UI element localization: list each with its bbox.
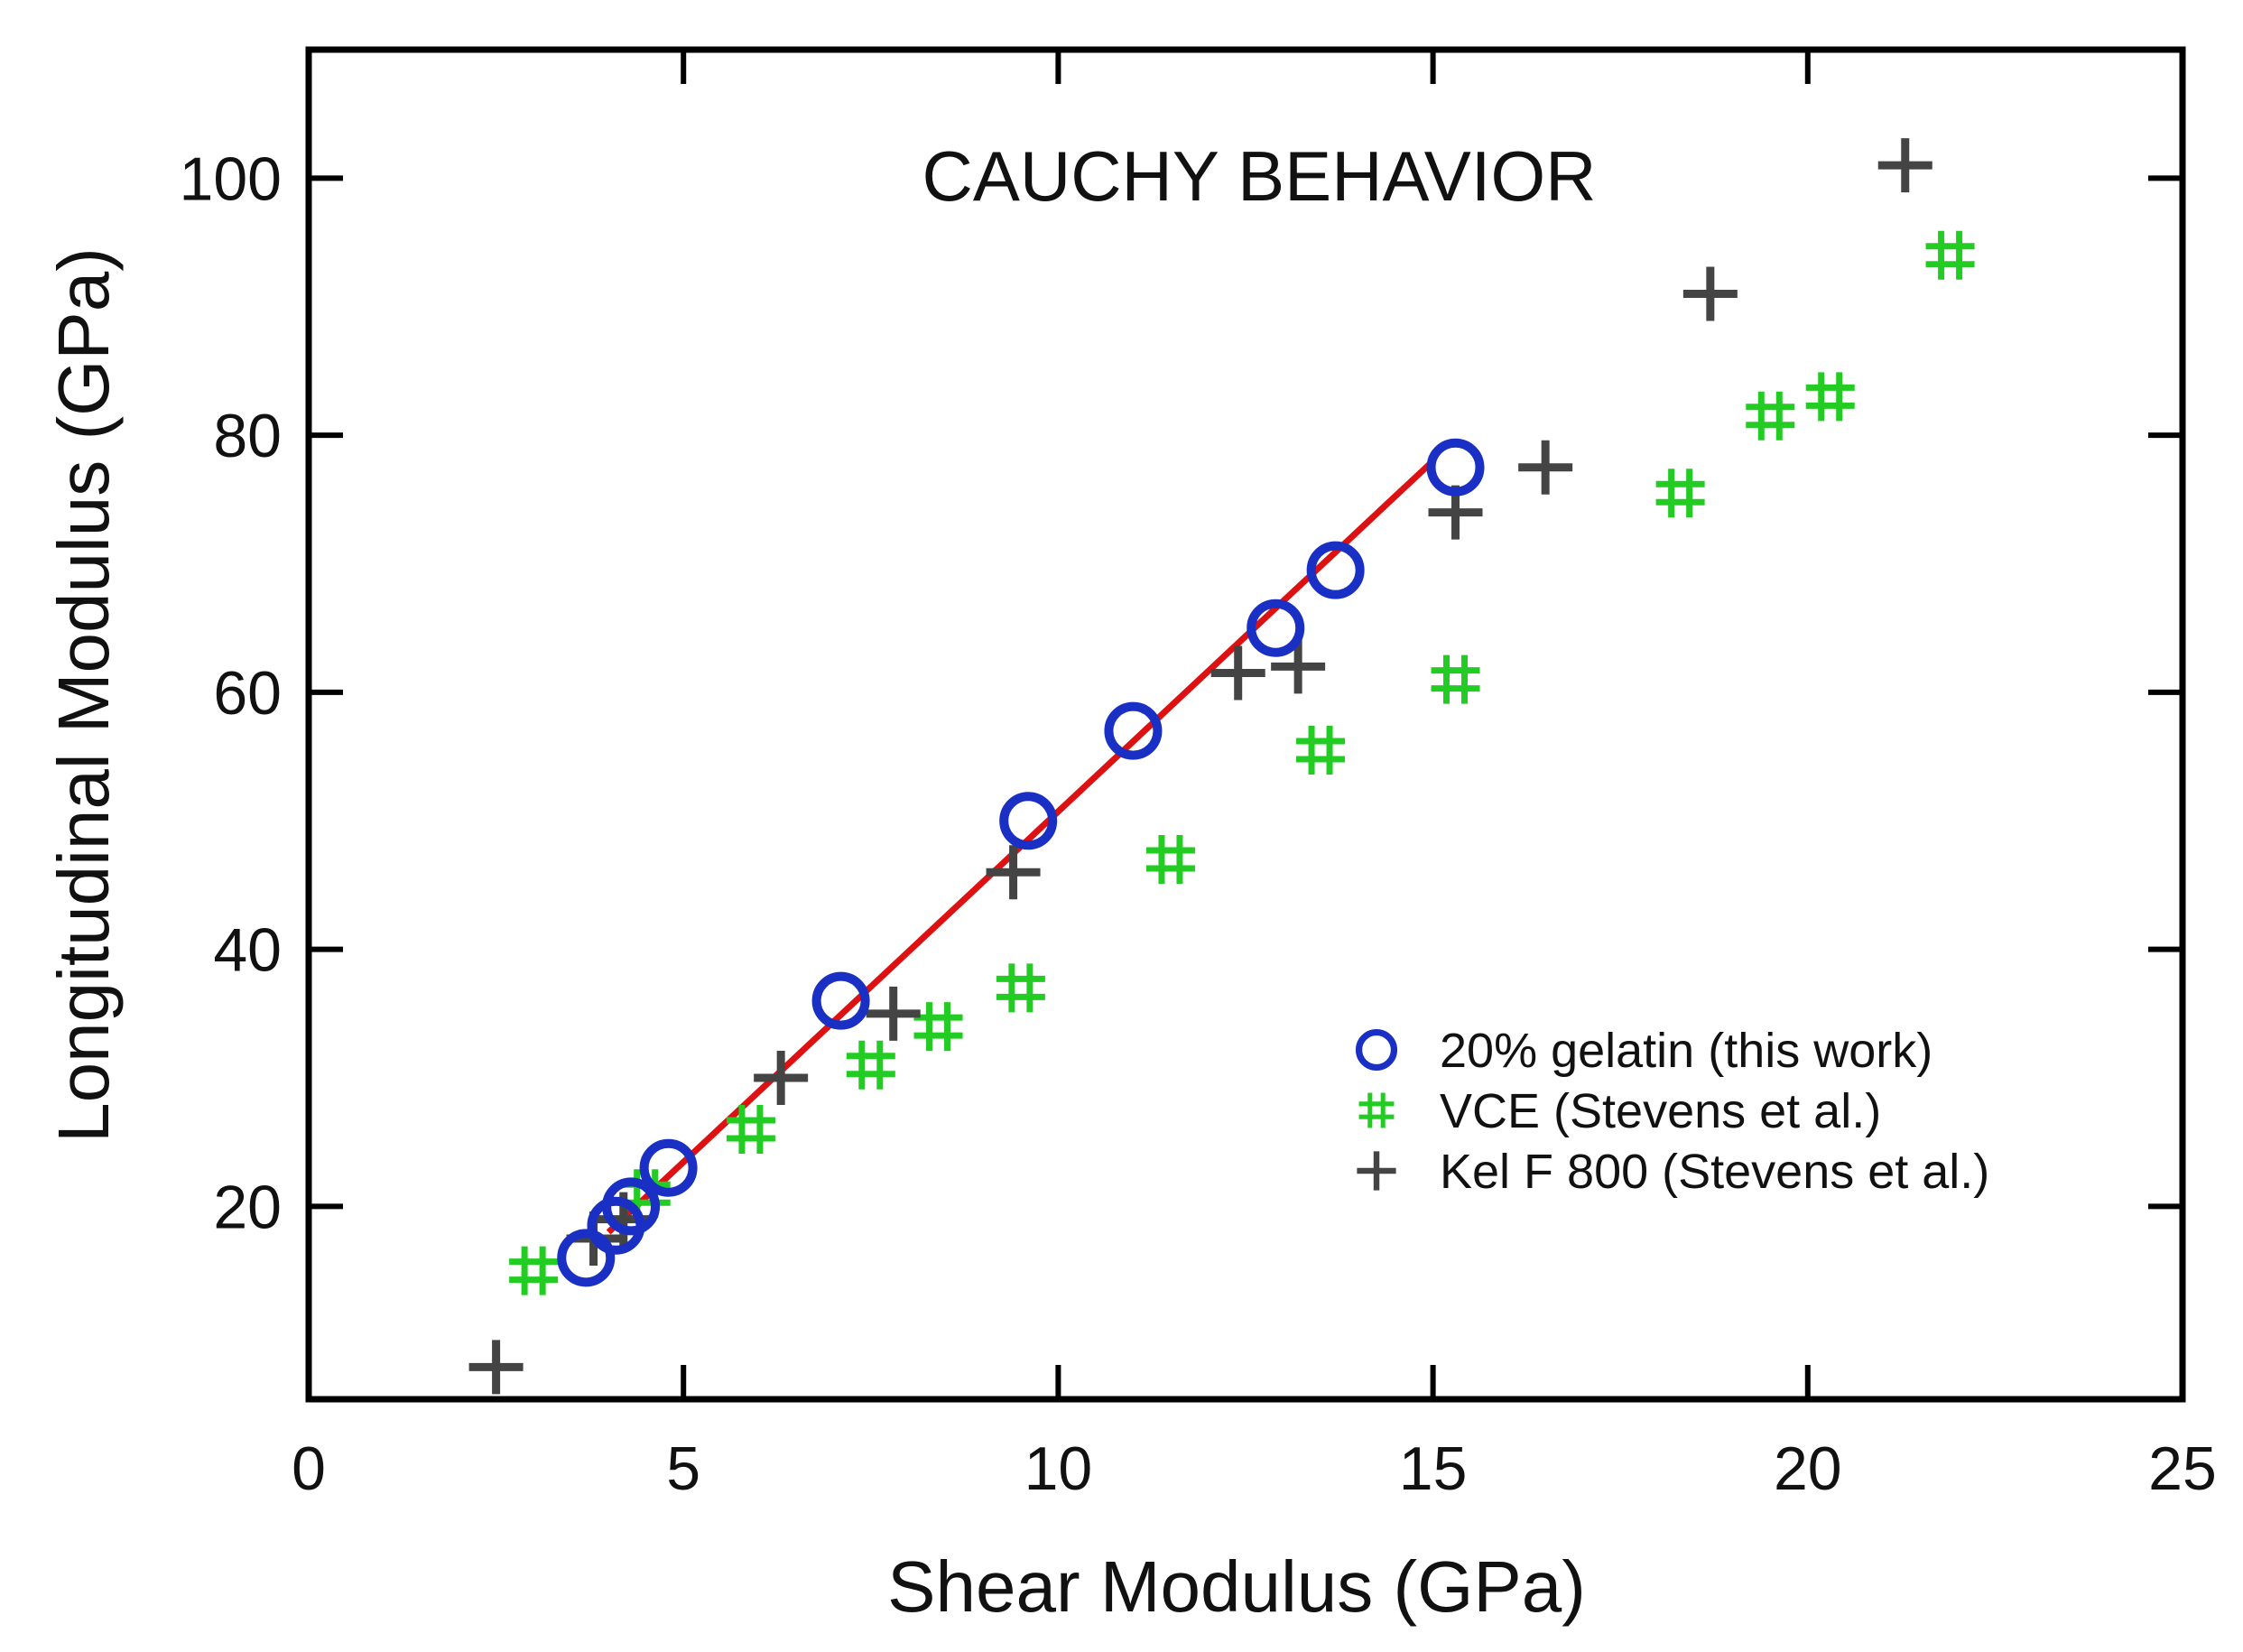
vce-point <box>726 1105 775 1154</box>
y-axis-label: Longitudinal Modulus (GPa) <box>43 247 124 1143</box>
vce-point <box>1655 469 1705 518</box>
vce-point <box>996 963 1045 1013</box>
x-axis-label: Shear Modulus (GPa) <box>887 1546 1586 1627</box>
legend-label: 20% gelatin (this work) <box>1440 1024 1933 1078</box>
legend-marker <box>1357 1151 1396 1191</box>
kelf-point <box>1518 440 1573 495</box>
legend-label: VCE (Stevens et al.) <box>1440 1084 1881 1138</box>
y-tick-label: 20 <box>213 1173 282 1241</box>
vce-point <box>509 1246 559 1295</box>
x-tick-label: 25 <box>2148 1434 2217 1503</box>
vce-point <box>1145 835 1195 884</box>
kelf-point <box>1877 138 1933 193</box>
gelatin-point <box>811 971 870 1030</box>
vce-point <box>913 1002 963 1052</box>
legend-marker <box>1355 1028 1398 1072</box>
data-marks <box>468 138 1975 1395</box>
y-tick-label: 100 <box>180 144 282 213</box>
axis-ticks <box>306 50 2185 1399</box>
gelatin-point <box>999 792 1058 850</box>
kelf-point <box>866 986 921 1041</box>
legend: 20% gelatin (this work) VCE (Stevens et a… <box>1355 1024 1989 1199</box>
legend-item: VCE (Stevens et al.) <box>1358 1084 1881 1138</box>
kelf-point <box>754 1051 809 1106</box>
kelf-point <box>986 845 1041 900</box>
vce-point <box>1746 391 1795 441</box>
kelf-point <box>468 1340 524 1395</box>
vce-point <box>1925 230 1975 280</box>
plot-frame <box>305 46 2186 1403</box>
kelf-point <box>1682 266 1738 321</box>
chart-title: CAUCHY BEHAVIOR <box>922 136 1597 216</box>
legend-label: Kel F 800 (Stevens et al.) <box>1440 1145 1989 1199</box>
legend-marker <box>1358 1092 1395 1128</box>
y-tick-label: 60 <box>213 659 282 728</box>
legend-item: Kel F 800 (Stevens et al.) <box>1357 1145 1989 1199</box>
gelatin-point <box>1426 438 1485 497</box>
x-tick-label: 0 <box>292 1434 326 1503</box>
legend-item: 20% gelatin (this work) <box>1355 1024 1933 1078</box>
gelatin-point <box>639 1138 698 1197</box>
x-tick-label: 5 <box>666 1434 700 1503</box>
gelatin-point <box>1306 541 1365 599</box>
x-tick-label: 20 <box>1774 1434 1842 1503</box>
gelatin-point <box>557 1229 616 1287</box>
y-tick-label: 40 <box>213 916 282 985</box>
gelatin-point <box>602 1177 661 1236</box>
kelf-point <box>1210 645 1265 701</box>
y-tick-label: 80 <box>213 402 282 470</box>
kelf-point <box>1271 639 1326 694</box>
x-tick-label: 10 <box>1024 1434 1093 1503</box>
gelatin-point <box>1247 599 1305 657</box>
x-tick-label: 15 <box>1399 1434 1468 1503</box>
axis-tick-labels: 0 5 10 15 20 25 20 40 60 80 100 <box>180 144 2217 1503</box>
vce-point <box>1296 725 1346 775</box>
plot-border <box>305 46 2186 1403</box>
vce-point <box>846 1040 895 1090</box>
vce-point <box>1431 654 1480 704</box>
vce-point <box>1805 372 1855 422</box>
gelatin-point <box>1104 701 1163 760</box>
